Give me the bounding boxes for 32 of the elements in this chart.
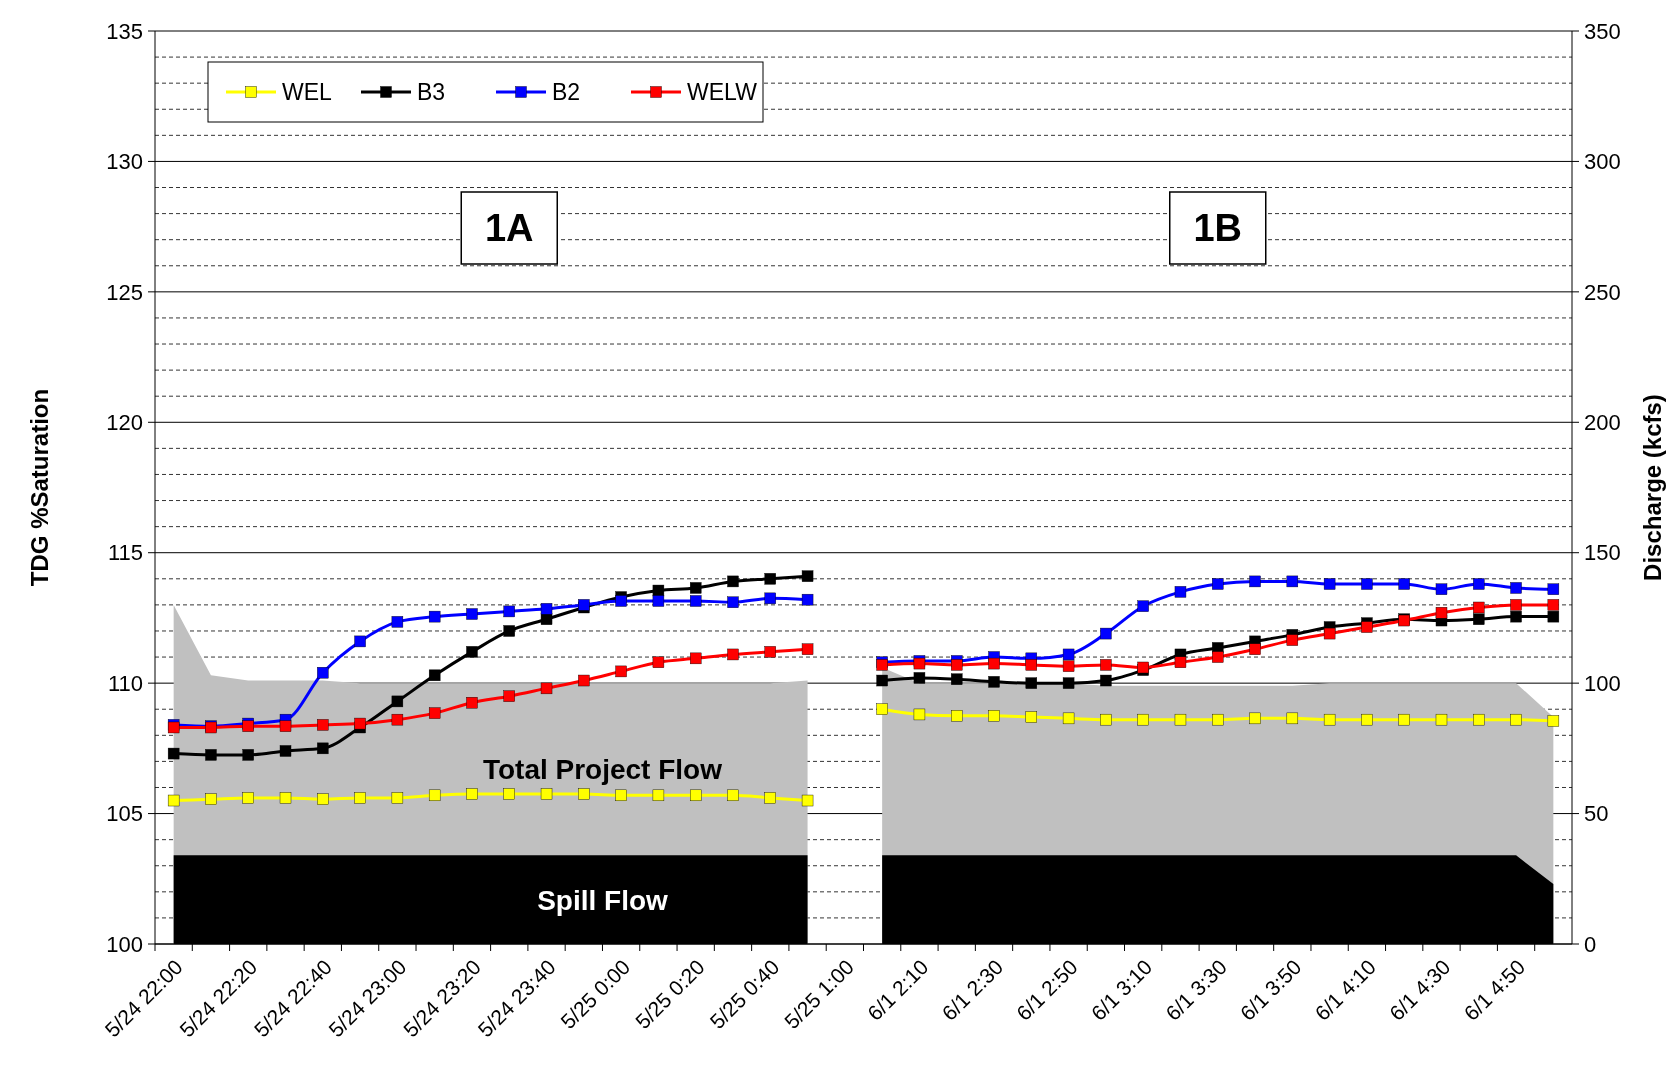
series-label: Total Project Flow xyxy=(482,754,723,786)
y2-tick-label: 50 xyxy=(1584,801,1609,827)
y-tick-label: 105 xyxy=(106,801,143,827)
y2-tick-label: 250 xyxy=(1584,279,1621,305)
y-tick-label: 120 xyxy=(106,409,143,435)
y-tick-label: 100 xyxy=(106,931,143,957)
annotation: 1A xyxy=(484,207,534,250)
y-tick-label: 130 xyxy=(106,149,143,175)
x-tick-label: 6/1 4:50 xyxy=(1459,954,1530,1025)
series-label: Spill Flow xyxy=(537,884,669,916)
legend-label: B3 xyxy=(417,79,446,106)
x-tick-label: 6/1 3:30 xyxy=(1161,954,1231,1025)
y2-tick-label: 150 xyxy=(1584,540,1621,566)
y2-tick-label: 200 xyxy=(1584,409,1621,435)
y2-axis-title: Discharge (kcfs) xyxy=(1639,394,1666,581)
y2-tick-label: 100 xyxy=(1584,670,1621,696)
y-tick-label: 135 xyxy=(106,18,143,44)
y-axis-title: TDG %Saturation xyxy=(26,388,53,587)
x-tick-label: 6/1 4:30 xyxy=(1384,954,1455,1025)
x-tick-label: 6/1 3:10 xyxy=(1086,954,1157,1025)
y-tick-label: 125 xyxy=(106,279,143,305)
legend-label: B2 xyxy=(552,79,581,106)
y-tick-label: 115 xyxy=(107,540,143,566)
legend-label: WELW xyxy=(687,79,758,106)
y2-tick-label: 300 xyxy=(1584,149,1621,175)
annotation: 1B xyxy=(1193,207,1243,250)
y2-tick-label: 350 xyxy=(1584,18,1621,44)
x-tick-label: 6/1 3:50 xyxy=(1235,954,1306,1025)
y-tick-label: 110 xyxy=(107,670,143,696)
legend-label: WEL xyxy=(282,79,333,106)
x-tick-label: 6/1 4:10 xyxy=(1310,954,1381,1025)
y2-tick-label: 0 xyxy=(1584,931,1597,957)
